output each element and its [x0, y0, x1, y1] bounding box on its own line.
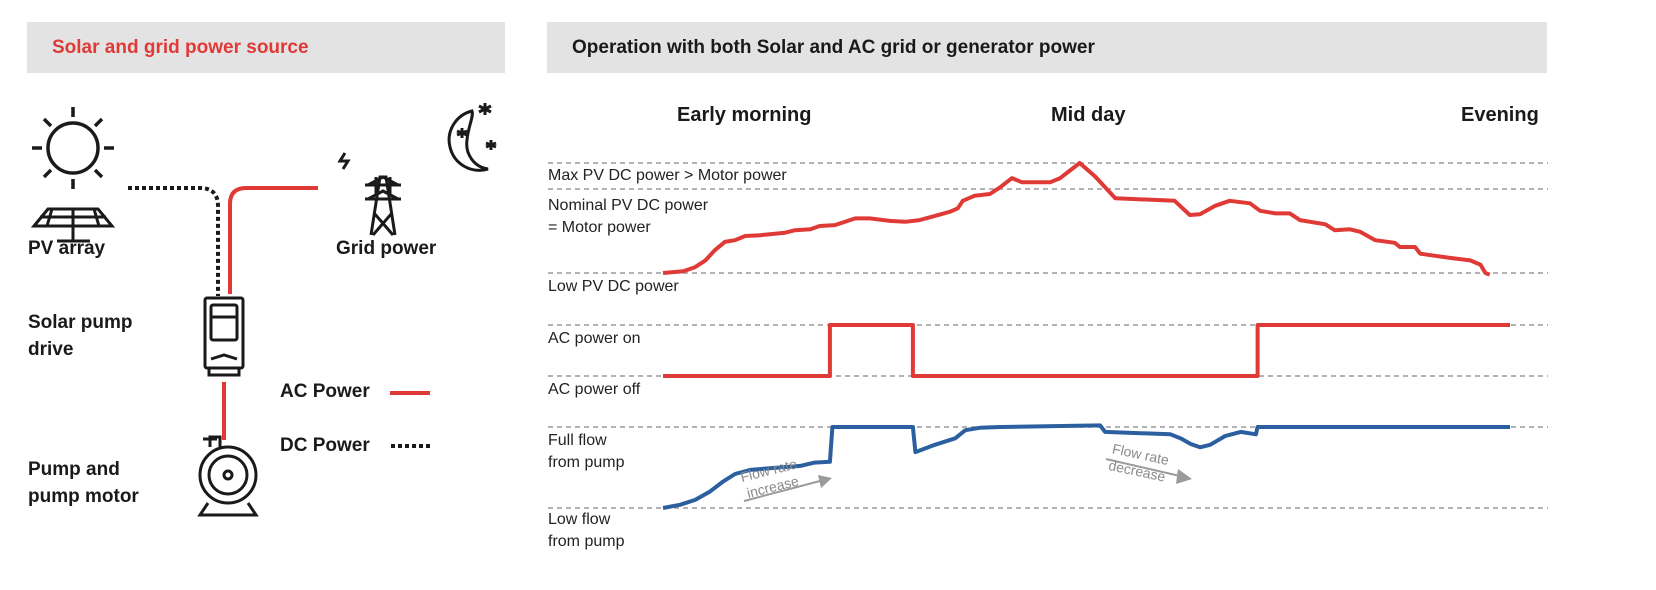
ac-power-line — [663, 323, 1510, 378]
flow-decrease-arrow — [1105, 458, 1181, 477]
nominal-pv-label: Nominal PV DC power = Motor power — [548, 195, 708, 239]
ac-on-label: AC power on — [548, 330, 641, 347]
flow-increase-arrowhead — [818, 475, 832, 488]
pump-flow-line — [662, 423, 1510, 510]
full-flow-line: from pump — [548, 454, 625, 471]
grid-power-label: Grid power — [336, 238, 437, 259]
pylon-icon — [337, 152, 401, 236]
right-panel-title: Operation with both Solar and AC grid or… — [547, 22, 1547, 73]
full-flow-label: Full flow from pump — [548, 430, 624, 474]
drive-label-line: drive — [28, 339, 74, 360]
period-early-morning: Early morning — [677, 104, 812, 126]
drive-label-line: Solar pump — [28, 312, 133, 333]
ac-legend-label: AC Power — [280, 381, 370, 402]
dc-power-line — [128, 186, 220, 296]
pump-label-line: Pump and — [28, 459, 120, 480]
low-pv-label: Low PV DC power — [548, 278, 679, 295]
pump-label-line: pump motor — [28, 486, 139, 507]
full-flow-line: Full flow — [548, 432, 607, 449]
ac-off-label: AC power off — [548, 381, 641, 398]
moon-stars-icon — [447, 103, 497, 172]
pv-array-label: PV array — [28, 238, 106, 259]
ac-grid-line — [228, 186, 318, 294]
low-flow-line: from pump — [548, 533, 625, 550]
dc-legend-label: DC Power — [280, 435, 370, 456]
pump-motor-icon — [197, 435, 259, 517]
nominal-pv-line: Nominal PV DC power — [548, 197, 709, 214]
left-panel-title: Solar and grid power source — [27, 22, 505, 73]
pump-label: Pump and pump motor — [28, 456, 139, 510]
pump-drive-icon — [203, 296, 245, 377]
low-flow-line: Low flow — [548, 511, 611, 528]
flow-increase-arrow — [743, 480, 821, 502]
drive-label: Solar pump drive — [28, 309, 133, 363]
flow-decrease-arrowhead — [1176, 469, 1192, 484]
sun-icon — [32, 107, 114, 189]
solar-panel-icon — [30, 207, 116, 243]
nominal-pv-line: = Motor power — [548, 219, 651, 236]
period-evening: Evening — [1461, 104, 1539, 126]
period-mid-day: Mid day — [1051, 104, 1126, 126]
max-pv-label: Max PV DC power > Motor power — [548, 167, 787, 184]
pv-power-line — [662, 161, 1491, 277]
low-flow-label: Low flow from pump — [548, 509, 624, 553]
